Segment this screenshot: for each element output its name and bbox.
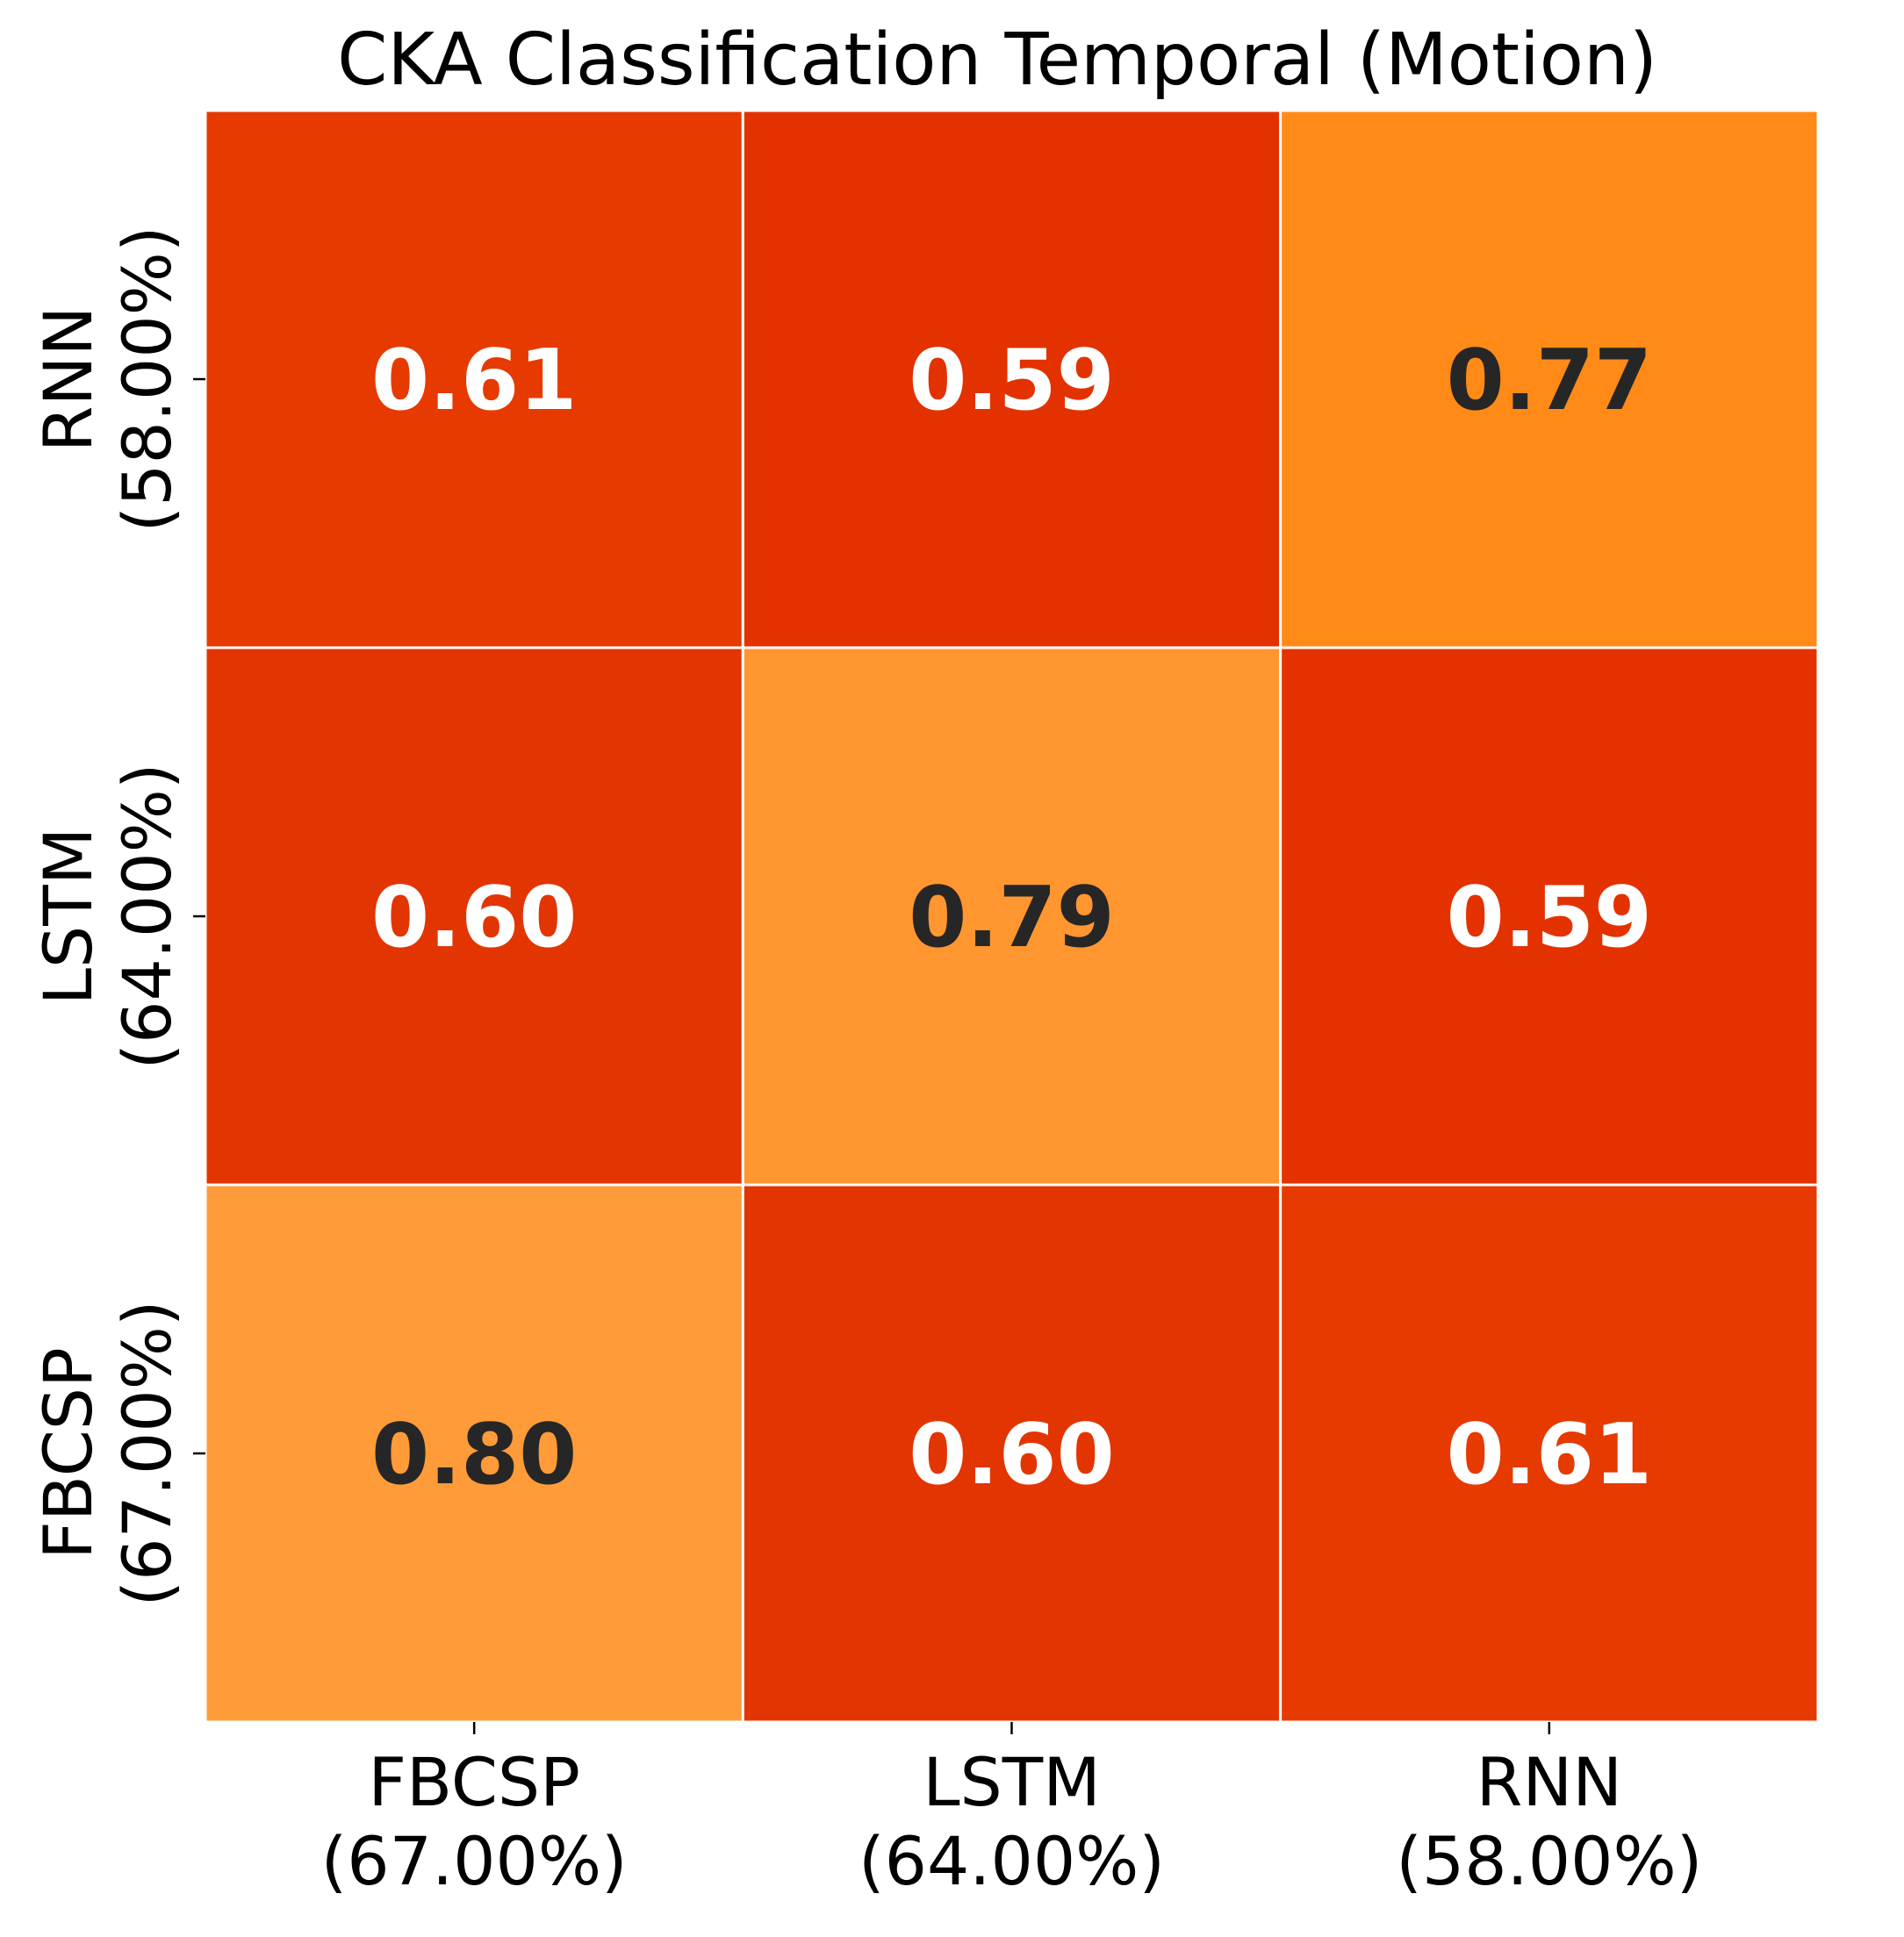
cell-value-label: 0.59 [1447,870,1652,966]
cell-value-label: 0.59 [909,333,1114,429]
x-axis: FBCSP (67.00%) LSTM (64.00%) RNN (58.00%) [321,1722,1702,1900]
cell-value-label: 0.60 [909,1407,1114,1503]
cell-value-label: 0.61 [371,333,577,429]
y-tick-label: FBCSP(67.00%) [29,1300,186,1606]
heatmap-cell [1279,109,1820,649]
heatmap-cell [741,1183,1283,1724]
heatmap-cell [204,109,744,649]
x-tick-label: LSTM (64.00%) [859,1743,1165,1900]
heatmap-cell [741,109,1283,649]
y-axis: RNN(58.00%) LSTM(64.00%) FBCSP(67.00%) [29,226,205,1607]
chart-title: CKA Classification Temporal (Motion) [337,18,1657,102]
heatmap-cell-labels: 0.61 0.59 0.77 0.60 0.79 0.59 0.80 0.60 0.61 [371,333,1652,1503]
heatmap-cells [204,109,1820,1724]
cell-value-label: 0.80 [371,1407,577,1503]
cell-value-label: 0.60 [371,870,577,966]
y-tick-label: LSTM(64.00%) [29,763,186,1069]
cell-value-label: 0.79 [909,870,1114,966]
y-tick-label: RNN(58.00%) [29,226,186,532]
heatmap-cell [204,646,744,1187]
x-tick-label: FBCSP (67.00%) [321,1743,628,1900]
heatmap-cell [741,646,1283,1187]
x-tick-label: RNN (58.00%) [1396,1743,1702,1900]
cell-value-label: 0.61 [1447,1407,1652,1503]
cell-value-label: 0.77 [1447,333,1652,429]
heatmap-cell [1279,646,1820,1187]
heatmap-cell [204,1183,744,1724]
